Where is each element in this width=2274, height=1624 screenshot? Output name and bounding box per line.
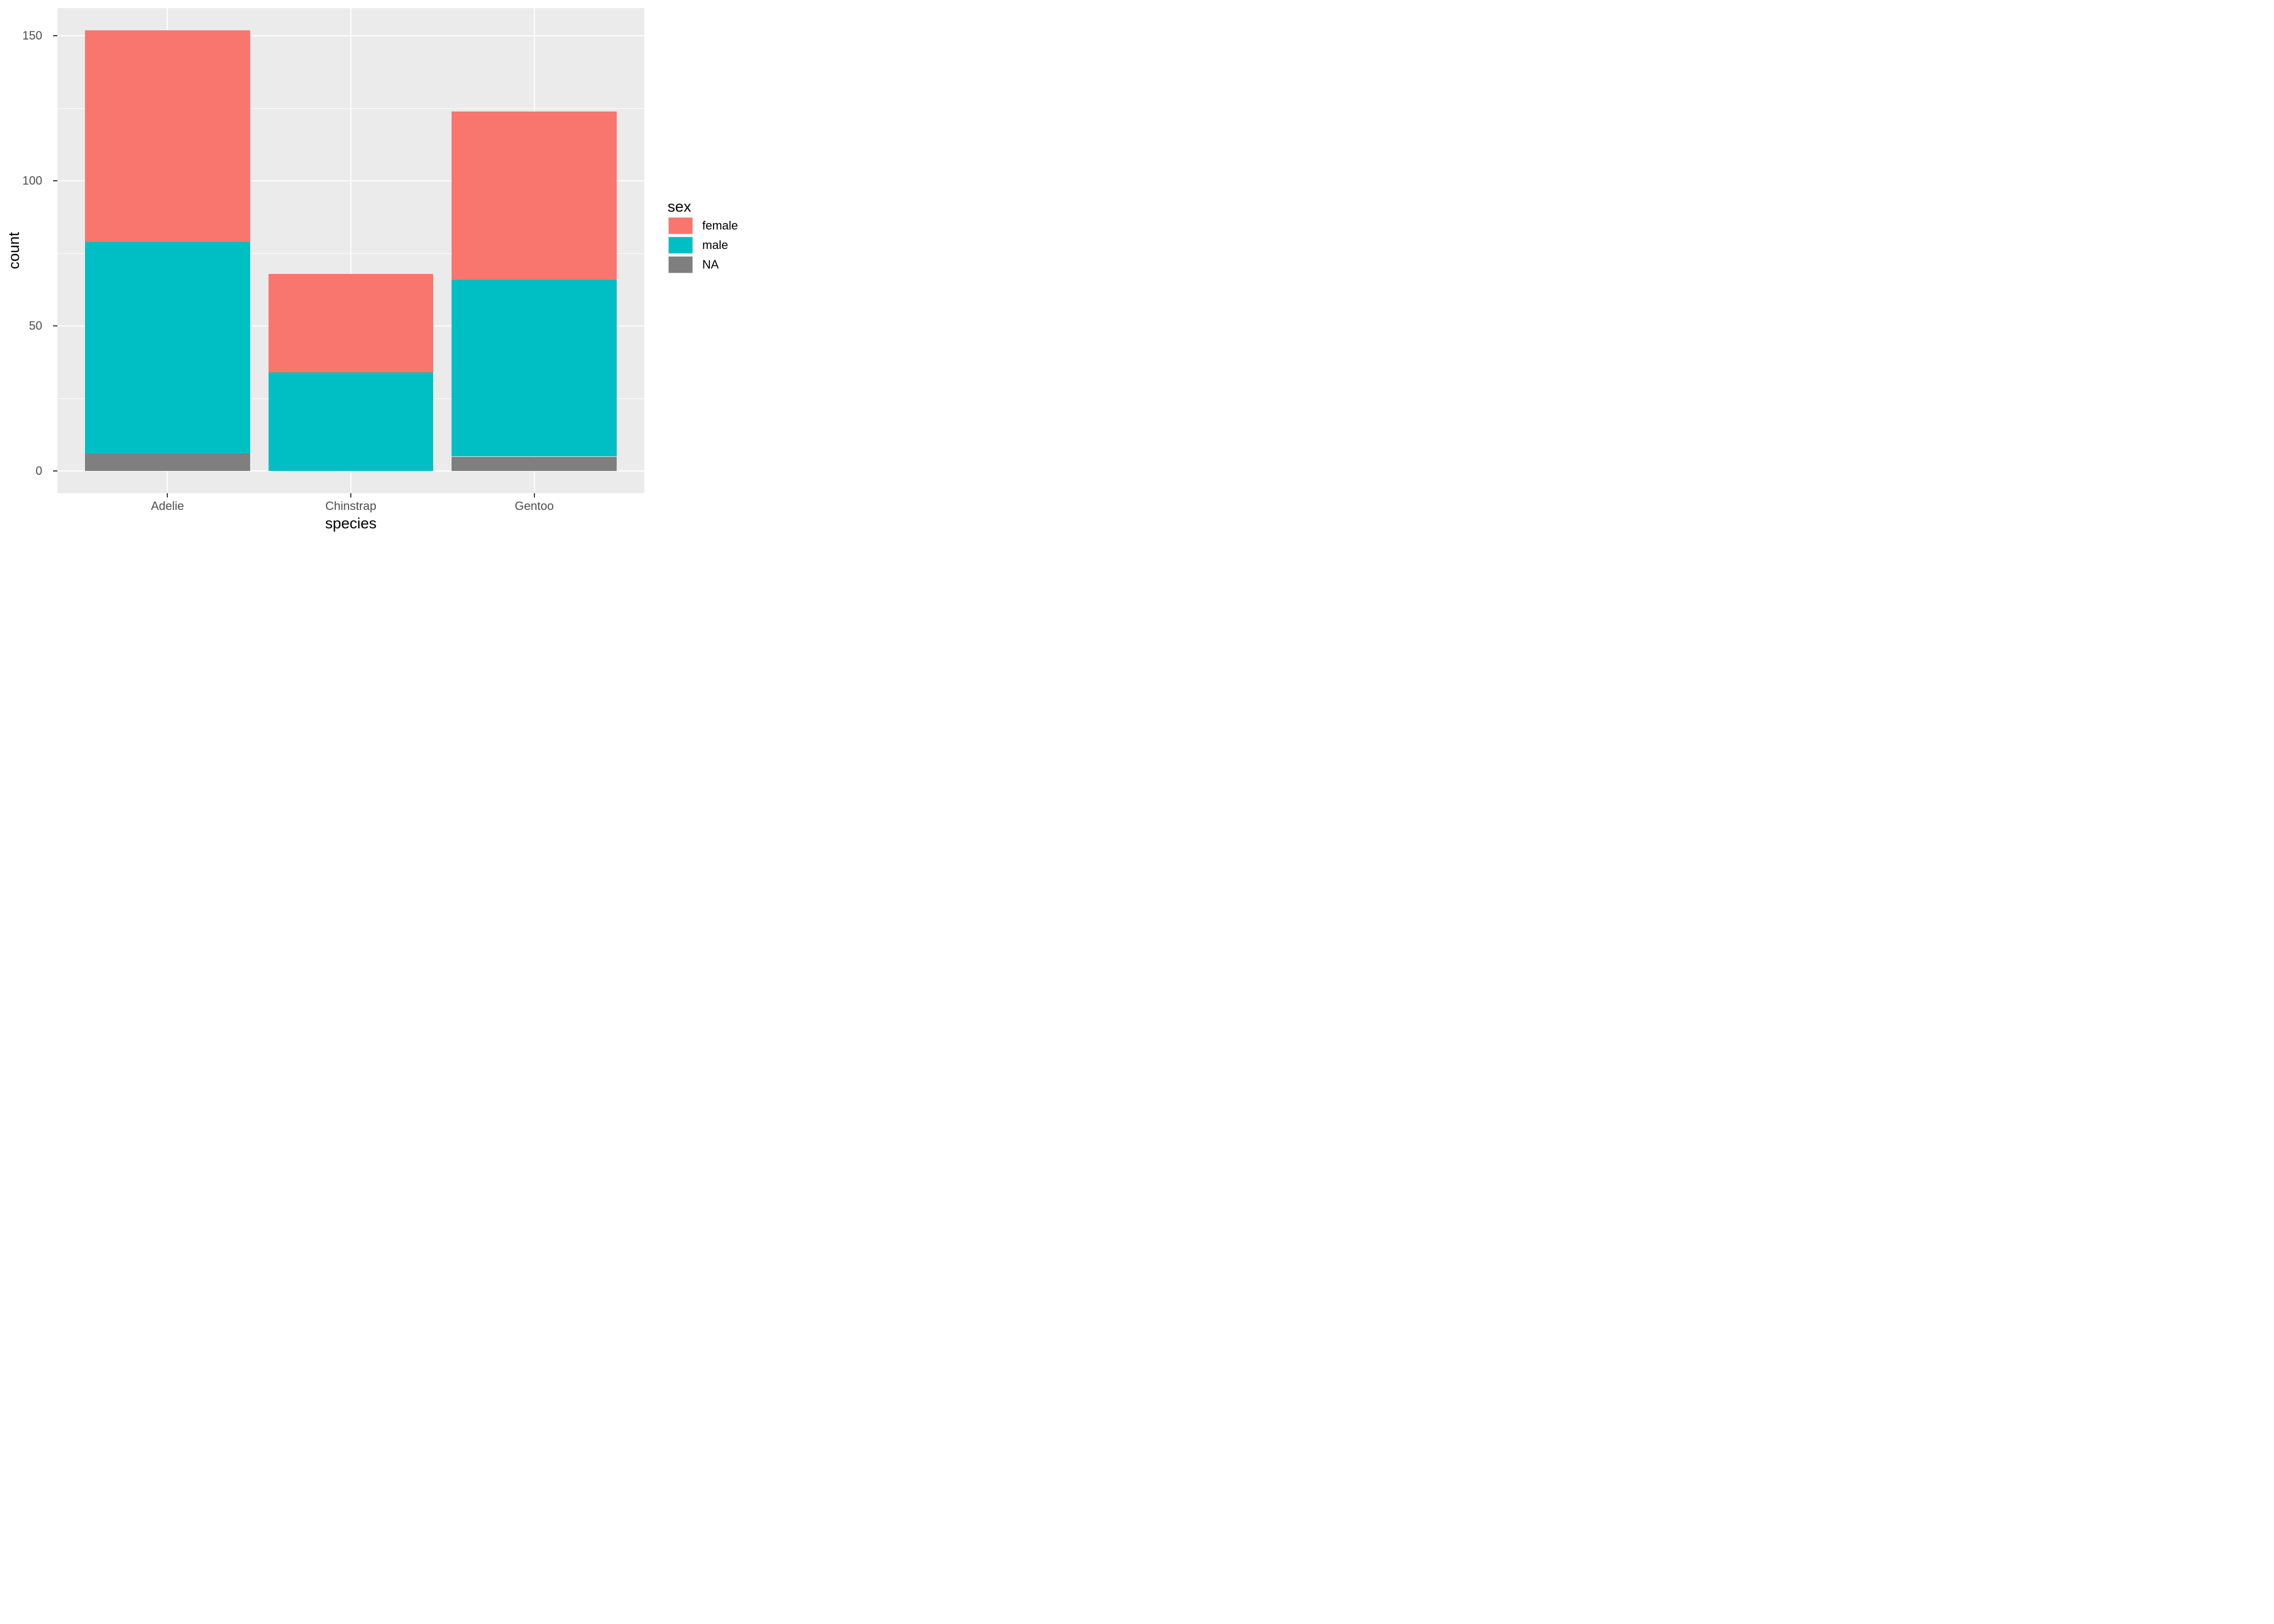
y-tick-label: 0	[35, 464, 42, 478]
plot-panel	[57, 8, 644, 493]
y-tick-mark	[53, 325, 57, 327]
bar-segment-gentoo-male	[452, 279, 617, 457]
x-axis-title: species	[325, 515, 377, 532]
legend-title: sex	[668, 198, 691, 215]
legend-label-female: female	[702, 219, 739, 232]
x-tick-label: Adelie	[151, 499, 184, 513]
x-tick-label: Chinstrap	[325, 499, 377, 513]
y-tick-label: 50	[29, 319, 42, 333]
x-tick-mark	[533, 493, 535, 497]
x-tick-label: Gentoo	[514, 499, 554, 513]
y-tick-mark	[53, 470, 57, 472]
x-tick-mark	[350, 493, 351, 497]
bar-segment-adelie-female	[84, 30, 250, 242]
legend-label-male: male	[702, 238, 728, 252]
bar-segment-gentoo-na	[452, 456, 617, 472]
legend-key-na	[668, 256, 694, 274]
y-tick-mark	[53, 35, 57, 37]
y-tick-label: 100	[22, 174, 42, 188]
legend-key-male	[668, 236, 694, 254]
legend-key-female	[668, 217, 694, 235]
bar-segment-gentoo-female	[452, 111, 617, 280]
bar-segment-adelie-male	[84, 241, 250, 454]
bar-segment-chinstrap-female	[268, 273, 434, 373]
y-tick-label: 150	[22, 29, 42, 43]
y-axis-title: count	[5, 232, 22, 270]
legend-swatch-male	[669, 237, 692, 253]
bar-segment-adelie-na	[84, 454, 250, 472]
y-tick-mark	[53, 180, 57, 182]
ggplot-figure: 0 50 100 150 Adelie Chinstrap Gentoo count spe…	[0, 0, 758, 541]
legend-label-na: NA	[702, 258, 719, 271]
gridline-major-x	[350, 8, 351, 493]
legend-swatch-female	[669, 218, 692, 234]
legend-swatch-na	[669, 257, 692, 273]
x-tick-mark	[167, 493, 168, 497]
bar-segment-chinstrap-male	[268, 372, 434, 472]
